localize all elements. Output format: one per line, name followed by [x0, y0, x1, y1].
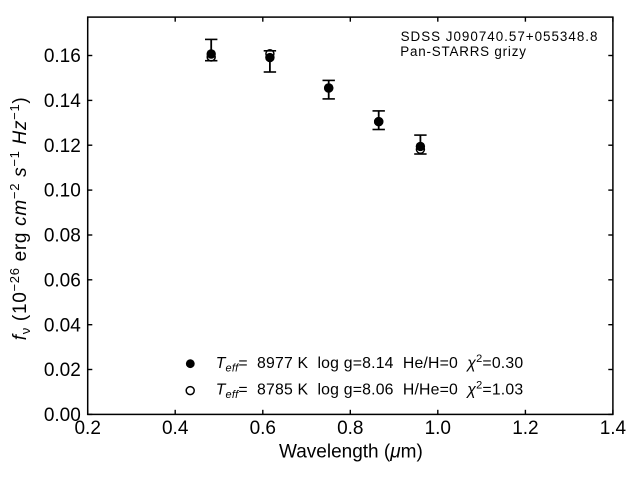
svg-text:SDSS J090740.57+055348.8: SDSS J090740.57+055348.8: [401, 29, 599, 44]
svg-text:Pan-STARRS grizy: Pan-STARRS grizy: [400, 44, 526, 59]
svg-text:1.4: 1.4: [600, 418, 627, 439]
svg-text:0.12: 0.12: [44, 136, 81, 157]
svg-text:0.10: 0.10: [44, 181, 81, 202]
svg-text:Teff= 8977 K log g=8.14 He/: Teff= 8977 K log g=8.14 He/H=0 χ2=0.30: [216, 353, 524, 375]
svg-text:0.2: 0.2: [74, 418, 100, 439]
svg-text:0.16: 0.16: [44, 46, 81, 67]
svg-text:0.6: 0.6: [250, 418, 276, 439]
svg-text:0.4: 0.4: [162, 418, 189, 439]
svg-text:0.02: 0.02: [44, 360, 81, 381]
svg-text:1.0: 1.0: [425, 418, 451, 439]
svg-text:0.14: 0.14: [44, 91, 81, 112]
svg-text:Wavelength (μm): Wavelength (μm): [279, 441, 423, 462]
svg-text:0.04: 0.04: [44, 315, 81, 336]
svg-text:1.2: 1.2: [512, 418, 538, 439]
svg-text:0.06: 0.06: [44, 270, 81, 291]
svg-text:0.08: 0.08: [44, 226, 81, 247]
svg-text:fν (10−26 erg cm−2 s−1 Hz−1): fν (10−26 erg cm−2 s−1 Hz−1): [7, 97, 33, 341]
svg-text:0.8: 0.8: [337, 418, 363, 439]
svg-text:0.00: 0.00: [44, 405, 81, 426]
svg-text:Teff= 8785 K log g=8.06 H/H: Teff= 8785 K log g=8.06 H/He=0 χ2=1.03: [216, 380, 524, 402]
